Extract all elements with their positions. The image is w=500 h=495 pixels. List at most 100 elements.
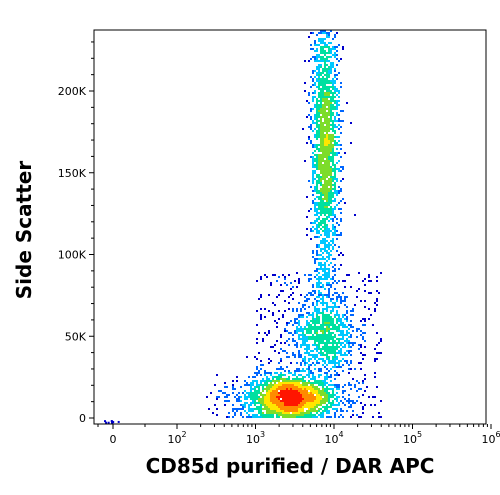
event-point (274, 412, 276, 414)
event-point (316, 270, 318, 272)
event-point (314, 392, 316, 394)
event-point (306, 340, 308, 342)
event-point (232, 380, 234, 382)
event-point (314, 318, 316, 320)
event-point (276, 408, 278, 410)
event-point (322, 270, 324, 272)
event-point (266, 416, 268, 418)
event-point (320, 106, 322, 108)
event-point (306, 400, 308, 402)
event-point (324, 136, 326, 138)
event-point (318, 206, 320, 208)
event-point (316, 308, 318, 310)
event-point (310, 118, 312, 120)
event-point (298, 410, 300, 412)
event-point (268, 388, 270, 390)
event-point (328, 180, 330, 182)
event-point (298, 404, 300, 406)
event-point (330, 104, 332, 106)
event-point (324, 172, 326, 174)
event-point (308, 380, 310, 382)
event-point (326, 148, 328, 150)
event-point (312, 344, 314, 346)
event-point (326, 188, 328, 190)
event-point (324, 206, 326, 208)
event-point (312, 402, 314, 404)
event-point (314, 408, 316, 410)
event-point (360, 352, 362, 354)
event-point (330, 218, 332, 220)
event-point (312, 202, 314, 204)
event-point (330, 80, 332, 82)
event-point (318, 262, 320, 264)
event-point (330, 202, 332, 204)
event-point (330, 404, 332, 406)
event-point (310, 76, 312, 78)
event-point (316, 326, 318, 328)
event-point (328, 248, 330, 250)
event-point (356, 296, 358, 298)
event-point (322, 278, 324, 280)
event-point (336, 58, 338, 60)
event-point (326, 216, 328, 218)
event-point (320, 172, 322, 174)
event-point (322, 164, 324, 166)
event-point (290, 400, 292, 402)
event-point (324, 70, 326, 72)
event-point (318, 294, 320, 296)
event-point (330, 140, 332, 142)
event-point (266, 388, 268, 390)
event-point (312, 416, 314, 418)
event-point (314, 164, 316, 166)
event-point (332, 94, 334, 96)
event-point (292, 412, 294, 414)
event-point (314, 320, 316, 322)
event-point (334, 216, 336, 218)
event-point (294, 386, 296, 388)
x-tick-label: 104 (324, 430, 343, 446)
event-point (308, 386, 310, 388)
event-point (298, 354, 300, 356)
event-point (300, 396, 302, 398)
event-point (324, 294, 326, 296)
event-point (358, 344, 360, 346)
event-point (334, 414, 336, 416)
event-point (320, 58, 322, 60)
event-point (256, 386, 258, 388)
event-point (300, 410, 302, 412)
event-point (252, 416, 254, 418)
event-point (266, 402, 268, 404)
event-point (322, 384, 324, 386)
event-point (320, 94, 322, 96)
event-point (316, 304, 318, 306)
event-point (312, 408, 314, 410)
event-point (274, 392, 276, 394)
event-point (332, 196, 334, 198)
event-point (248, 376, 250, 378)
event-point (310, 32, 312, 34)
event-point (332, 66, 334, 68)
event-point (338, 404, 340, 406)
event-point (320, 292, 322, 294)
event-point (340, 166, 342, 168)
event-point (342, 300, 344, 302)
event-point (328, 142, 330, 144)
event-point (302, 384, 304, 386)
event-point (326, 240, 328, 242)
event-point (270, 374, 272, 376)
event-point (342, 410, 344, 412)
event-point (326, 64, 328, 66)
event-point (268, 384, 270, 386)
event-point (320, 382, 322, 384)
event-point (312, 56, 314, 58)
event-point (278, 294, 280, 296)
event-point (328, 52, 330, 54)
event-point (250, 398, 252, 400)
event-point (320, 380, 322, 382)
event-point (324, 154, 326, 156)
event-point (328, 320, 330, 322)
event-point (306, 336, 308, 338)
event-point (284, 412, 286, 414)
event-point (314, 382, 316, 384)
event-point (294, 340, 296, 342)
